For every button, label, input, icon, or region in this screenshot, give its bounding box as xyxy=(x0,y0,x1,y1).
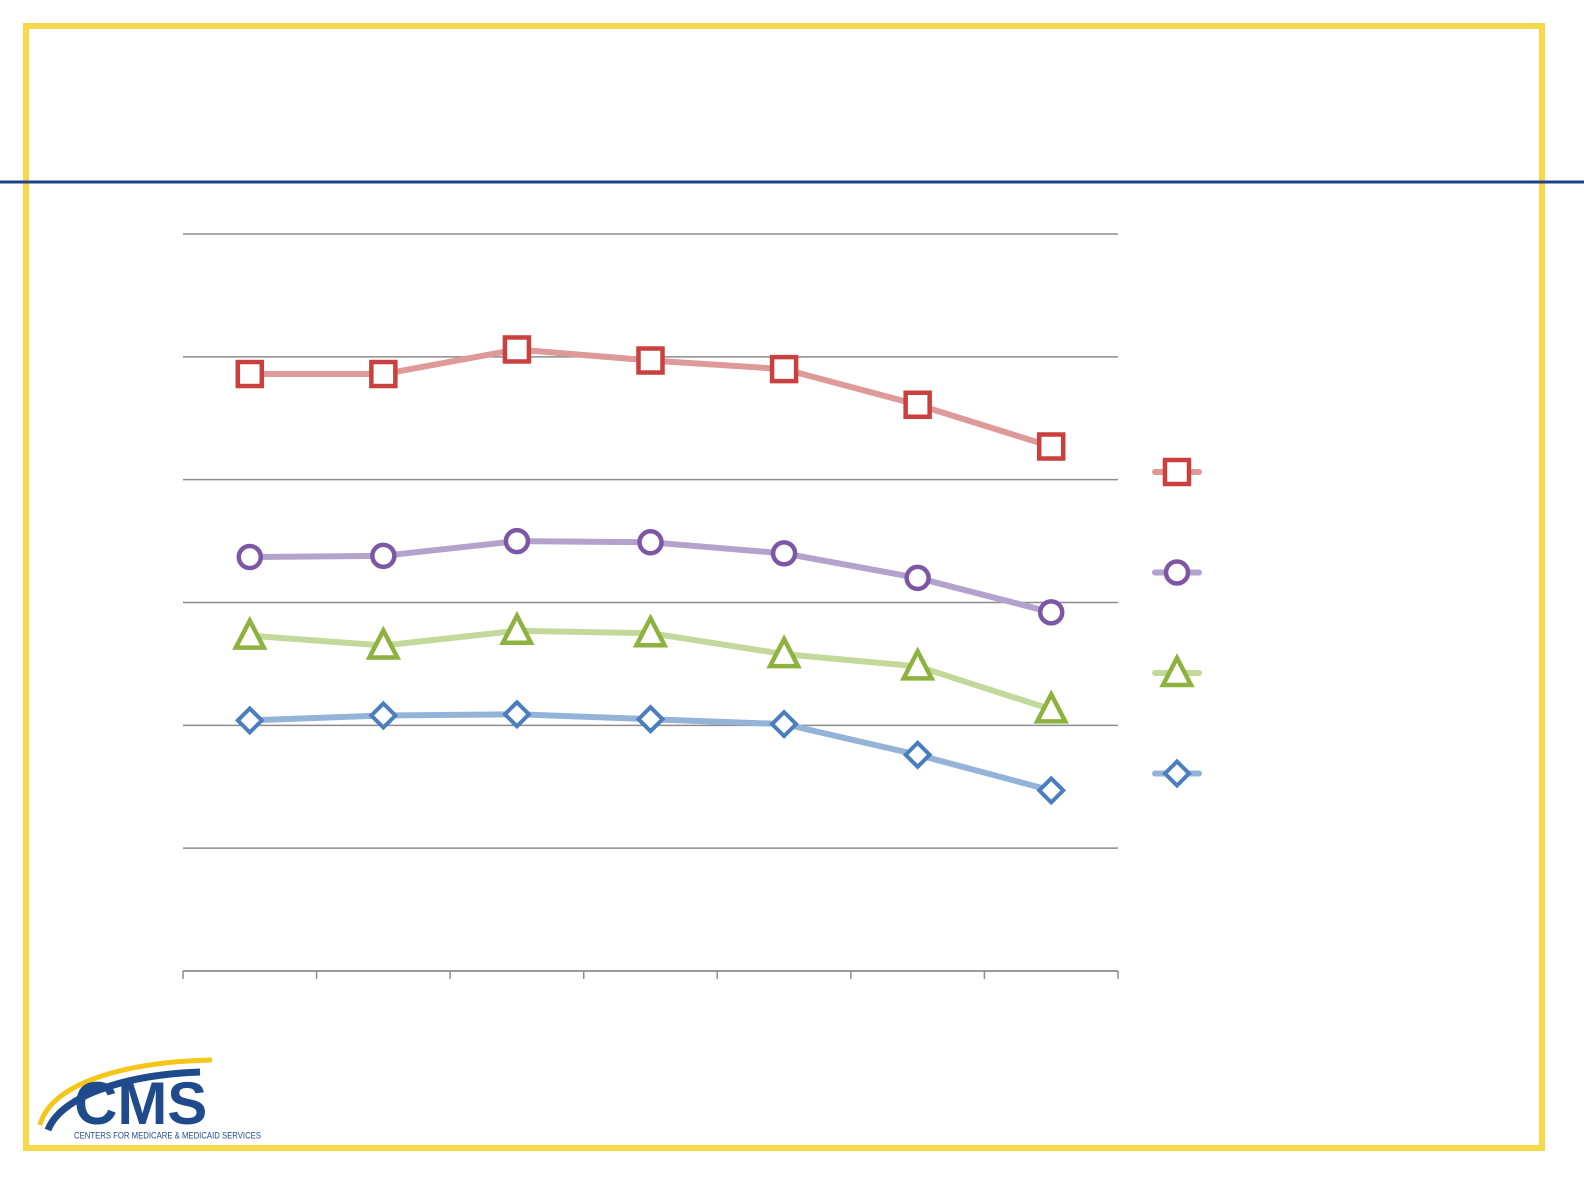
slide-border xyxy=(23,23,1545,1151)
marker xyxy=(1037,599,1065,626)
logo-swoosh xyxy=(37,1057,213,1126)
marker xyxy=(769,354,799,384)
plot xyxy=(182,233,1202,979)
marker xyxy=(632,613,669,648)
marker xyxy=(235,359,265,389)
marker xyxy=(902,739,933,770)
logo-swoosh xyxy=(44,1068,201,1132)
marker xyxy=(770,540,798,567)
marker xyxy=(370,542,397,570)
marker xyxy=(904,564,931,592)
marker xyxy=(1036,775,1067,806)
marker xyxy=(369,359,398,389)
marker xyxy=(502,699,532,730)
marker xyxy=(1163,559,1191,586)
marker xyxy=(637,529,664,556)
marker xyxy=(503,527,531,555)
marker xyxy=(1162,457,1192,487)
marker xyxy=(236,543,264,571)
marker xyxy=(502,335,532,364)
marker xyxy=(769,709,799,739)
marker xyxy=(635,704,666,735)
marker xyxy=(365,625,402,660)
marker xyxy=(636,346,665,375)
logo: CMS CENTERS FOR MEDICARE & MEDICAID SERV… xyxy=(37,1057,261,1140)
marker xyxy=(368,700,399,731)
marker xyxy=(1159,653,1195,688)
marker xyxy=(232,615,268,650)
marker xyxy=(499,610,535,646)
marker xyxy=(903,390,932,419)
logo-tagline: CENTERS FOR MEDICARE & MEDICAID SERVICES xyxy=(74,1130,261,1140)
marker xyxy=(234,705,265,736)
logo-name: CMS xyxy=(74,1070,207,1137)
marker xyxy=(1036,432,1066,461)
marker xyxy=(766,634,802,669)
marker xyxy=(1033,689,1069,724)
marker xyxy=(899,646,936,681)
marker xyxy=(1162,758,1192,789)
